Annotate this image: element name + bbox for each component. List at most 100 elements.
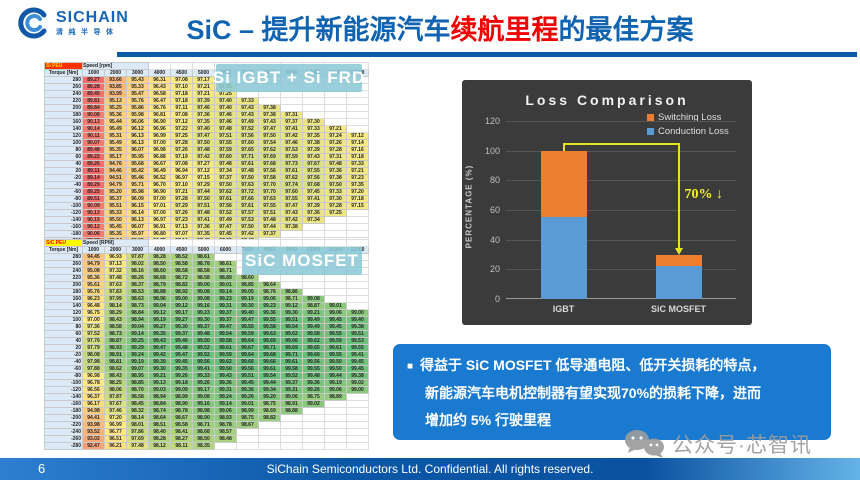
efficiency-cell: 99.14 xyxy=(214,400,237,408)
efficiency-cell: 98.61 xyxy=(214,260,237,268)
efficiency-cell: 97.13 xyxy=(170,223,193,231)
table-row: 200 89.84 95.25 95.86 96.76 97.11 97.46 97.40 97… xyxy=(44,104,369,112)
efficiency-cell: 97.01 xyxy=(148,202,171,210)
efficiency-cell: 99.09 xyxy=(170,386,193,394)
efficiency-cell: 97.56 xyxy=(236,132,259,140)
footer-bar: 6 SiChain Semiconductors Ltd. Confidenti… xyxy=(0,458,860,480)
efficiency-cell: 96.70 xyxy=(148,181,171,189)
efficiency-cell: 97.33 xyxy=(236,97,259,105)
title-suffix: 的最佳方案 xyxy=(558,15,694,45)
efficiency-cell: 95.51 xyxy=(104,202,127,210)
table-row: 180 90.08 95.36 95.98 96.81 97.08 97.36 97.46 97… xyxy=(44,111,369,119)
efficiency-cell: 98.91 xyxy=(280,400,303,408)
efficiency-cell: 99.19 xyxy=(148,316,171,324)
efficiency-cell: 97.45 xyxy=(214,230,237,238)
efficiency-cell: 97.56 xyxy=(258,167,281,175)
gridline xyxy=(506,210,736,211)
efficiency-cell: 98.90 xyxy=(192,414,215,422)
efficiency-cell: 97.07 xyxy=(170,230,193,238)
efficiency-cell: 98.69 xyxy=(258,407,281,415)
legend-label: Switching Loss xyxy=(658,112,722,123)
efficiency-cell: 97.73 xyxy=(280,160,303,168)
efficiency-cell: 97.38 xyxy=(258,111,281,119)
efficiency-cell: 99.26 xyxy=(236,393,259,401)
speed-axis-header: Speed [rpm] xyxy=(82,62,149,70)
efficiency-cell: 97.61 xyxy=(236,202,259,210)
efficiency-cell: 97.26 xyxy=(170,146,193,154)
efficiency-cell: 97.37 xyxy=(214,174,237,182)
efficiency-cell: 96.97 xyxy=(148,216,171,224)
efficiency-cell: 99.17 xyxy=(192,386,215,394)
table-row: -180 94.98 97.46 98.32 98.74 98.78 98.98 99.06 9… xyxy=(44,407,369,415)
table-row: 220 95.36 97.48 98.26 98.68 98.72 98.58 98.89 98… xyxy=(44,274,369,282)
efficiency-cell: 97.44 xyxy=(192,188,215,196)
efficiency-cell: 99.08 xyxy=(192,288,215,296)
efficiency-cell: 98.58 xyxy=(192,274,215,282)
efficiency-cell: 97.57 xyxy=(236,209,259,217)
efficiency-cell: 98.78 xyxy=(192,260,215,268)
efficiency-cell: 97.23 xyxy=(346,174,369,182)
efficiency-cell: 99.19 xyxy=(236,295,259,303)
efficiency-cell: 99.52 xyxy=(280,372,303,380)
speed-column-header: 1000 xyxy=(82,246,105,254)
efficiency-cell: 99.36 xyxy=(236,386,259,394)
efficiency-cell: 96.17 xyxy=(82,400,105,408)
efficiency-cell: 97.48 xyxy=(324,160,347,168)
efficiency-cell: 99.16 xyxy=(192,400,215,408)
efficiency-cell: 94.79 xyxy=(82,260,105,268)
efficiency-cell: 99.23 xyxy=(258,302,281,310)
efficiency-cell: 99.39 xyxy=(148,358,171,366)
efficiency-cell: 99.47 xyxy=(214,323,237,331)
efficiency-cell: 98.58 xyxy=(192,267,215,275)
efficiency-cell: 97.79 xyxy=(82,344,105,352)
efficiency-cell: 97.17 xyxy=(192,76,215,84)
efficiency-cell: 97.62 xyxy=(258,146,281,154)
table-row: 100 97.00 98.43 98.94 99.19 99.27 99.30 99.37 99… xyxy=(44,316,369,324)
efficiency-cell: 96.80 xyxy=(148,230,171,238)
efficiency-cell: 98.78 xyxy=(214,421,237,429)
efficiency-cell: 99.13 xyxy=(148,379,171,387)
efficiency-cell: 99.55 xyxy=(346,344,369,352)
efficiency-cell: 98.52 xyxy=(170,253,193,261)
efficiency-cell: 99.47 xyxy=(148,344,171,352)
efficiency-cell: 99.16 xyxy=(192,302,215,310)
efficiency-cell: 99.31 xyxy=(214,386,237,394)
efficiency-cell: 97.47 xyxy=(214,223,237,231)
efficiency-cell: 96.12 xyxy=(126,125,149,133)
efficiency-cell: 89.51 xyxy=(82,195,105,203)
efficiency-cell: 99.26 xyxy=(302,386,325,394)
efficiency-cell: 98.99 xyxy=(236,407,259,415)
efficiency-cell: 97.46 xyxy=(280,139,303,147)
efficiency-cell: 99.00 xyxy=(346,386,369,394)
efficiency-cell: 95.08 xyxy=(82,267,105,275)
efficiency-cell: 97.46 xyxy=(192,104,215,112)
efficiency-cell: 97.41 xyxy=(192,216,215,224)
table-row: -100 90.09 95.51 96.15 97.01 97.29 97.51 97.56 9… xyxy=(44,202,369,210)
table-row: -140 96.37 97.87 98.58 98.94 98.99 99.08 99.24 9… xyxy=(44,393,369,401)
table-row: 80 89.48 95.35 96.07 96.98 97.26 97.48 97.59 97.… xyxy=(44,146,369,154)
efficiency-cell: 97.63 xyxy=(258,195,281,203)
efficiency-cell: 89.81 xyxy=(82,97,105,105)
gridline xyxy=(506,150,736,152)
torque-row-label: 20 xyxy=(44,344,83,352)
efficiency-cell: 97.10 xyxy=(170,181,193,189)
efficiency-cell: 98.14 xyxy=(104,302,127,310)
efficiency-cell: 99.69 xyxy=(258,337,281,345)
efficiency-cell: 99.37 xyxy=(214,309,237,317)
efficiency-cell: 99.01 xyxy=(214,281,237,289)
efficiency-cell: 99.26 xyxy=(170,372,193,380)
efficiency-cell: 95.36 xyxy=(104,111,127,119)
efficiency-cell: 94.98 xyxy=(82,407,105,415)
efficiency-cell: 98.50 xyxy=(148,260,171,268)
efficiency-cell: 97.46 xyxy=(104,407,127,415)
chart-legend: Switching Loss Conduction Loss xyxy=(647,112,729,140)
efficiency-cell: 95.98 xyxy=(126,111,149,119)
efficiency-cell: 97.43 xyxy=(236,104,259,112)
efficiency-cell: 99.40 xyxy=(346,316,369,324)
efficiency-cell: 95.68 xyxy=(126,160,149,168)
speed-column-header: 4500 xyxy=(170,246,193,254)
si-igbt-table-label: Si IGBT + Si FRD xyxy=(213,64,364,92)
x-category-label: IGBT xyxy=(552,304,575,314)
efficiency-cell: 97.49 xyxy=(236,118,259,126)
